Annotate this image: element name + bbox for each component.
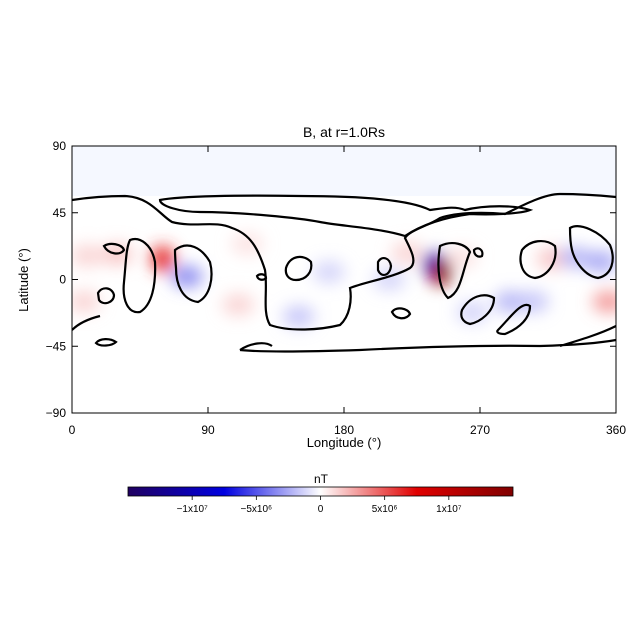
field-blob-14 xyxy=(516,290,549,313)
x-tick-label: 270 xyxy=(470,423,490,437)
pil-loop-lon277 xyxy=(460,294,496,326)
colorbar-tick-label: 1x10⁷ xyxy=(436,504,462,515)
x-axis-label: Longitude (°) xyxy=(307,435,382,450)
field-blob-3 xyxy=(170,265,203,288)
x-tick-label: 360 xyxy=(606,423,626,437)
pil-north-loop xyxy=(158,194,534,238)
colorbar-gradient xyxy=(127,486,514,497)
chart-title: B, at r=1.0Rs xyxy=(303,124,385,140)
colorbar-label: nT xyxy=(314,472,329,486)
field-blob-9 xyxy=(282,305,315,328)
pil-south-contour xyxy=(72,314,616,353)
pil-loop-lon30 xyxy=(102,242,126,255)
field-blob-12 xyxy=(391,241,424,264)
pil-loop-lon270 xyxy=(472,247,484,258)
y-tick-label: −90 xyxy=(46,406,67,420)
y-ticks: 90 45 0 −45 −90 xyxy=(46,139,616,420)
colorbar-tick-label: 0 xyxy=(318,504,324,515)
y-tick-label: 45 xyxy=(53,206,67,220)
pil-loop-lon122 xyxy=(255,273,268,281)
field-blob-18 xyxy=(592,290,616,313)
x-tick-label: 90 xyxy=(201,423,215,437)
colorbar-tick-label: −1x10⁷ xyxy=(177,504,209,515)
pil-loop-lon50 xyxy=(122,238,157,314)
colorbar: nT −1x10⁷ −5x10⁶ 0 5x10⁶ 1x10⁷ xyxy=(127,472,514,515)
field-blob-13 xyxy=(494,290,527,313)
field-blob-10 xyxy=(312,261,345,284)
field-blob-5 xyxy=(72,244,104,267)
pil-loop-lon302 xyxy=(519,240,557,280)
y-tick-label: 0 xyxy=(59,273,66,287)
pil-loop-lon205 xyxy=(376,256,393,276)
colorbar-tick-label: −5x10⁶ xyxy=(241,504,273,515)
pil-loop-lon30-south xyxy=(94,338,118,347)
x-tick-label: 0 xyxy=(69,423,76,437)
polarity-inversion-lines xyxy=(72,192,616,353)
pil-loop-lon335 xyxy=(568,225,614,280)
pil-loop-lon20 xyxy=(96,287,116,305)
x-ticks: 0 90 180 270 360 xyxy=(69,146,626,437)
field-blob-7 xyxy=(222,293,255,316)
colorbar-ticks: −1x10⁷ −5x10⁶ 0 5x10⁶ 1x10⁷ xyxy=(177,496,462,515)
x-tick-label: 180 xyxy=(334,423,354,437)
pil-loop-lon250 xyxy=(437,242,472,300)
field-blob-1 xyxy=(428,259,453,286)
plot-area: 0 90 180 270 360 90 45 0 −45 −90 xyxy=(46,139,627,437)
polar-cap-north xyxy=(72,146,616,196)
y-tick-label: −45 xyxy=(46,339,67,353)
field-blob-6 xyxy=(72,290,101,313)
field-blob-17 xyxy=(584,250,616,273)
y-axis-label: Latitude (°) xyxy=(16,248,31,312)
pil-loop-lon75 xyxy=(173,244,213,304)
pil-loop-lon150 xyxy=(284,255,313,282)
colorbar-tick-label: 5x10⁶ xyxy=(372,504,398,515)
field-blob-8 xyxy=(231,232,264,255)
pil-loop-lon298 xyxy=(496,303,532,336)
y-tick-label: 90 xyxy=(53,139,67,153)
pil-loop-lon220 xyxy=(390,307,412,320)
field-blob-2 xyxy=(150,245,175,272)
